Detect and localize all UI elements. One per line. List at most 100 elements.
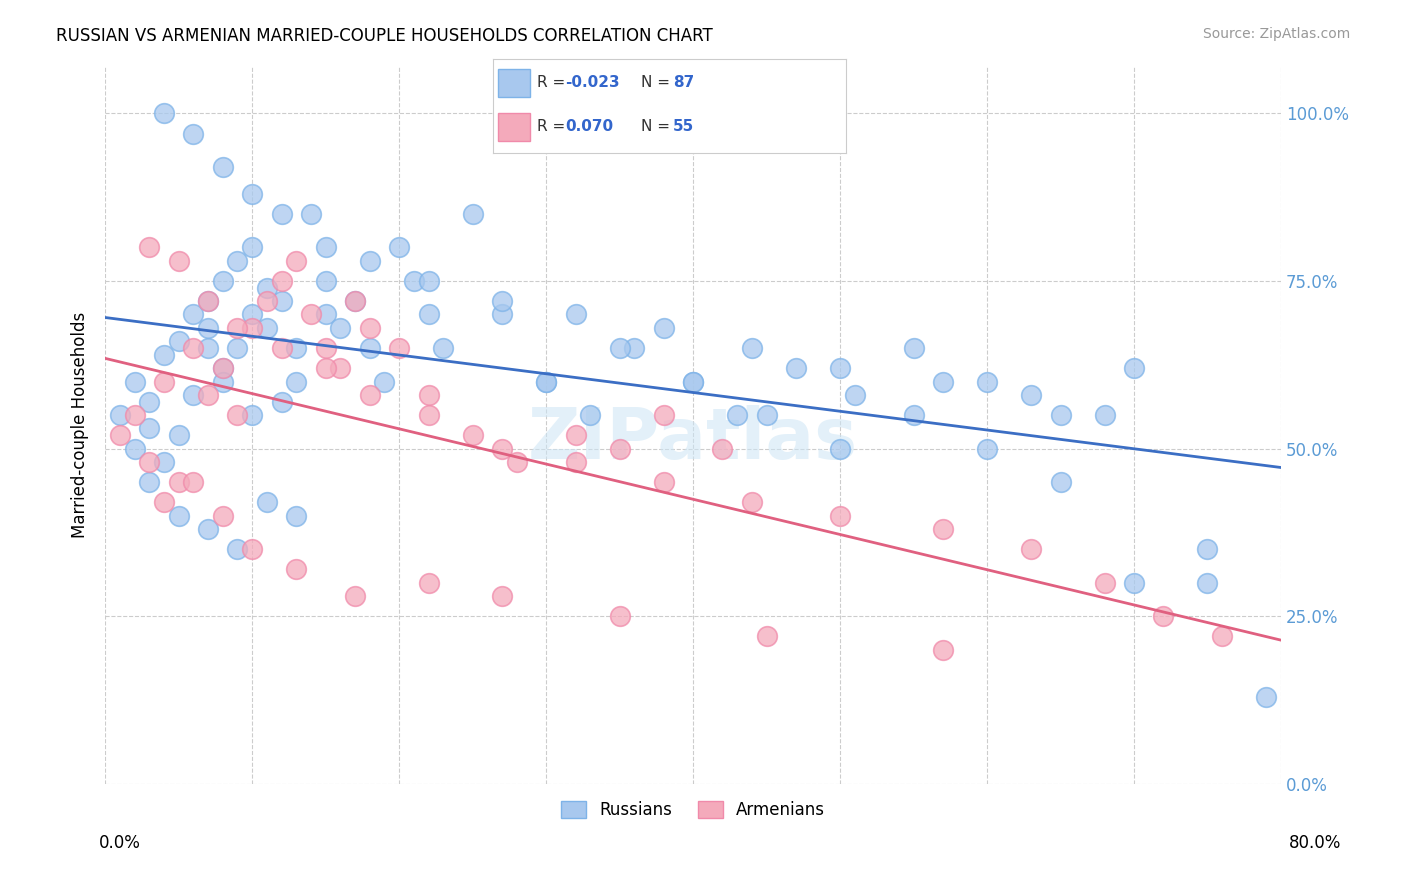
Point [138,240,160,254]
Point [903,408,925,422]
Point [564,308,586,322]
Point [138,475,160,489]
Point [211,361,233,376]
Point [256,321,278,335]
Point [315,361,337,376]
Point [138,455,160,469]
Point [564,455,586,469]
Point [1152,609,1174,624]
Point [1123,361,1146,376]
Point [725,408,748,422]
Point [1049,408,1071,422]
Text: RUSSIAN VS ARMENIAN MARRIED-COUPLE HOUSEHOLDS CORRELATION CHART: RUSSIAN VS ARMENIAN MARRIED-COUPLE HOUSE… [56,27,713,45]
Text: Source: ZipAtlas.com: Source: ZipAtlas.com [1202,27,1350,41]
Point [256,495,278,509]
Point [1197,542,1219,557]
Point [153,495,176,509]
Point [240,408,263,422]
Point [285,508,308,523]
Point [138,421,160,435]
Point [197,294,219,309]
Point [1094,408,1116,422]
Point [506,455,529,469]
Point [167,508,190,523]
Point [359,341,381,355]
Point [270,294,292,309]
Point [211,375,233,389]
Point [564,428,586,442]
Point [108,428,131,442]
Point [226,408,249,422]
Point [183,341,205,355]
Text: ZIPatlas: ZIPatlas [529,405,858,474]
Point [167,428,190,442]
Point [652,321,675,335]
Point [183,388,205,402]
Point [211,160,233,174]
Point [491,442,513,456]
Point [285,562,308,576]
Point [741,495,763,509]
Point [285,375,308,389]
Point [359,321,381,335]
Point [197,341,219,355]
Point [652,408,675,422]
Text: 80.0%: 80.0% [1288,834,1341,852]
Point [285,341,308,355]
Point [167,253,190,268]
Point [299,308,322,322]
Point [461,207,484,221]
Point [1197,575,1219,590]
Point [285,253,308,268]
Point [623,341,645,355]
Point [270,394,292,409]
Point [344,294,367,309]
Point [124,408,146,422]
Point [388,240,411,254]
Point [418,308,440,322]
Point [534,375,557,389]
Point [270,341,292,355]
Point [491,308,513,322]
Point [755,629,778,643]
Point [1094,575,1116,590]
Point [418,274,440,288]
Point [315,308,337,322]
Point [418,388,440,402]
Point [491,294,513,309]
Point [828,442,851,456]
Point [124,442,146,456]
Point [976,375,998,389]
Point [1211,629,1233,643]
Point [211,361,233,376]
Point [828,508,851,523]
Point [932,642,955,657]
Point [329,361,352,376]
Point [932,522,955,536]
Point [256,281,278,295]
Point [315,341,337,355]
Point [167,334,190,349]
Point [211,508,233,523]
Point [491,589,513,603]
Point [108,408,131,422]
Point [682,375,704,389]
Point [1019,542,1042,557]
Point [418,408,440,422]
Point [344,589,367,603]
Y-axis label: Married-couple Households: Married-couple Households [72,312,89,538]
Point [153,455,176,469]
Legend: Russians, Armenians: Russians, Armenians [554,794,831,826]
Point [226,253,249,268]
Point [741,341,763,355]
Point [226,542,249,557]
Point [240,186,263,201]
Point [652,475,675,489]
Point [270,207,292,221]
Point [388,341,411,355]
Point [315,274,337,288]
Point [183,127,205,141]
Point [197,388,219,402]
Point [682,375,704,389]
Point [373,375,395,389]
